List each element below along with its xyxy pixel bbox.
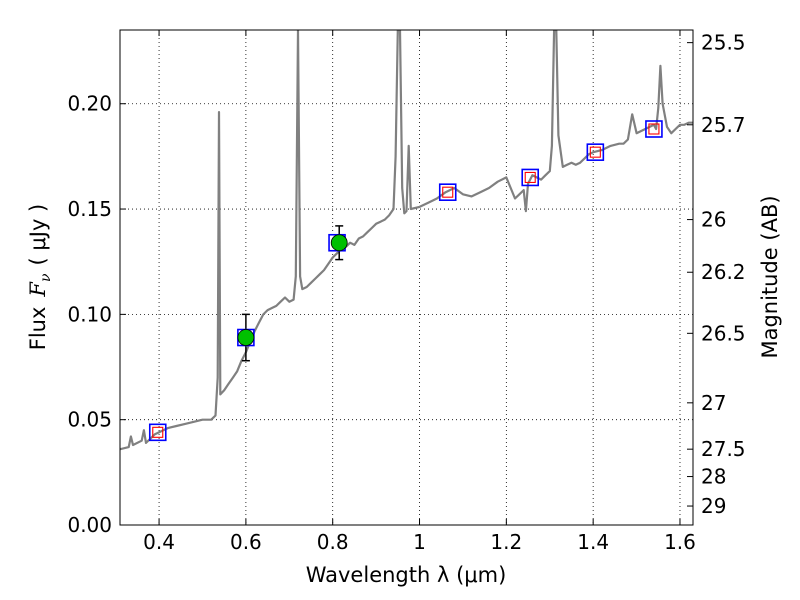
upper-limit-marker	[648, 123, 660, 135]
right-axis-tick-label: 28	[701, 465, 726, 489]
x-tick-label: 1	[413, 530, 426, 554]
plot-frame	[119, 29, 694, 526]
y-tick-label: 0.20	[67, 92, 112, 116]
y-tick-label: 0.00	[67, 513, 112, 537]
upper-limit-marker	[152, 426, 164, 438]
x-axis-label: Wavelength λ (μm)	[306, 563, 507, 587]
upper-limit-marker	[442, 186, 454, 198]
y-axis-label-prefix: Flux	[26, 307, 50, 351]
y-tick-label: 0.10	[67, 302, 112, 326]
y-axis-label-symbol: F	[26, 281, 50, 298]
model-photometry-marker	[521, 168, 540, 187]
x-tick-label: 0.6	[230, 530, 262, 554]
right-axis-tick-label: 26.5	[701, 321, 746, 345]
y-axis-label-units: ( μJy )	[26, 204, 50, 266]
right-axis-tick-label: 25.7	[701, 113, 746, 137]
y-axis-label-subscript: ν	[38, 273, 54, 282]
right-axis-tick-label: 25.5	[701, 31, 746, 55]
right-axis-label: Magnitude (AB)	[758, 195, 782, 358]
right-axis-tick-label: 29	[701, 494, 726, 518]
y-tick-label: 0.05	[67, 408, 112, 432]
x-tick-label: 1.6	[664, 530, 696, 554]
model-photometry-marker	[645, 120, 663, 138]
axis-ticks: 0.4 0.6 0.8 1 1.2 1.4 1.6 0.00 0.05 0.10 0.15 0.20 2…	[67, 30, 746, 554]
series-layer	[120, 30, 693, 451]
model-photometry-marker	[586, 143, 605, 161]
observed-photometry-marker	[330, 234, 348, 252]
y-tick-label: 0.15	[67, 197, 112, 221]
upper-limit-marker	[524, 171, 536, 183]
right-axis-tick-label: 27.5	[701, 437, 746, 461]
model-photometry-marker	[438, 183, 457, 201]
right-axis-tick-label: 27	[701, 391, 726, 415]
x-tick-label: 1.4	[577, 530, 609, 554]
upper-limit-marker	[589, 146, 601, 158]
x-tick-label: 0.4	[143, 530, 175, 554]
svg-text:FluxFν( μJy ): Flux Fν ( μJy )	[26, 204, 54, 350]
x-tick-label: 0.8	[317, 530, 349, 554]
x-tick-label: 1.2	[490, 530, 522, 554]
observed-photometry-marker	[237, 329, 255, 346]
right-axis-tick-label: 26.2	[701, 260, 746, 284]
grid	[120, 30, 693, 526]
model-photometry-marker	[148, 423, 167, 442]
right-axis-tick-label: 26	[701, 208, 726, 232]
y-axis-label: Flux Fν ( μJy )	[26, 204, 54, 350]
